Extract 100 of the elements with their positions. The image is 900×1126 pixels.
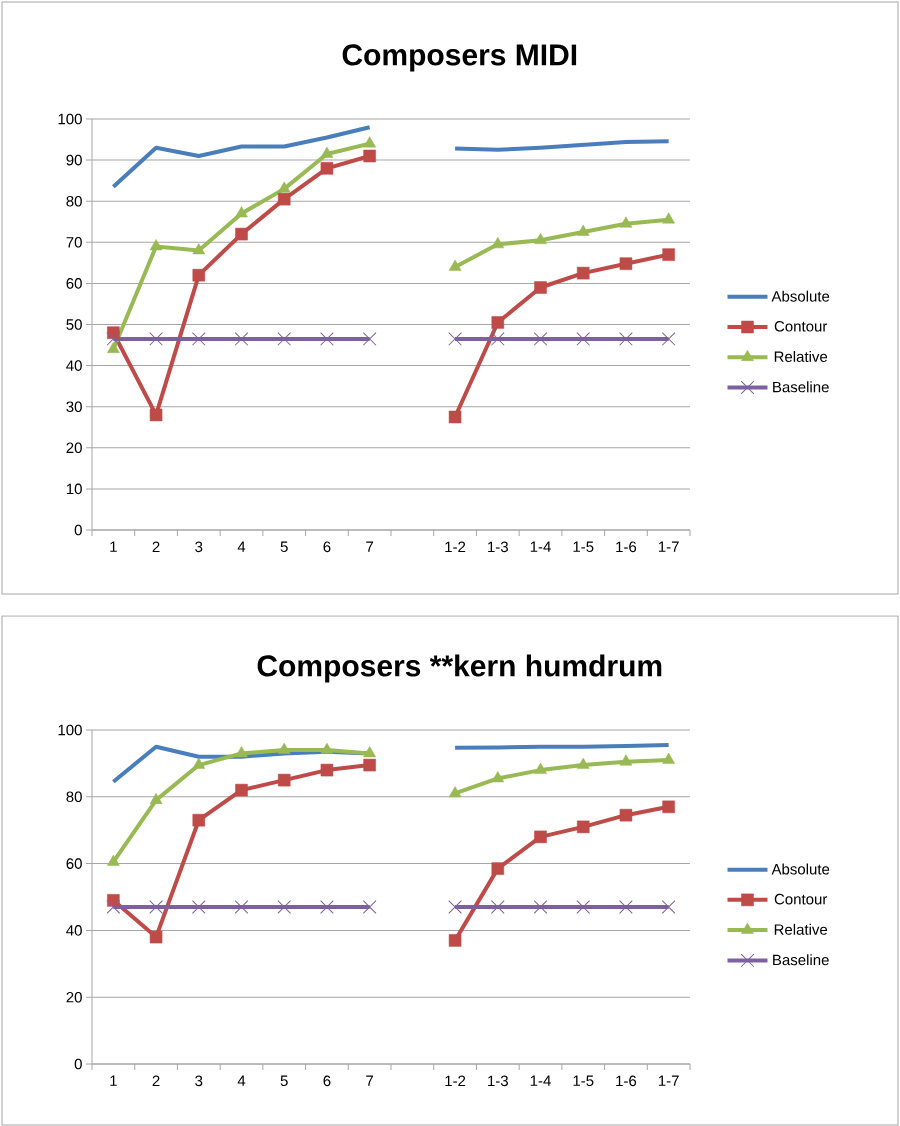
legend-label: Relative: [774, 350, 828, 362]
x-tick-label: 3: [195, 1075, 203, 1087]
point: [448, 900, 462, 914]
point: [448, 410, 462, 424]
point: [149, 930, 163, 944]
point: [491, 862, 505, 875]
point: [576, 900, 591, 914]
point: [106, 900, 121, 914]
y-tick-label: 10: [66, 483, 82, 495]
chart-title: Composers MIDI: [342, 44, 577, 72]
point: [235, 746, 248, 758]
x-tick-label: 3: [195, 541, 203, 553]
point: [534, 762, 547, 774]
point: [149, 239, 163, 251]
point: [277, 192, 291, 206]
legend-label: Relative: [774, 923, 828, 935]
point: [448, 786, 462, 798]
y-tick-label: 40: [66, 360, 82, 371]
point: [192, 268, 206, 282]
y-tick-label: 70: [66, 236, 82, 248]
point: [320, 146, 334, 158]
y-tick-label: 80: [66, 791, 82, 803]
x-tick-label: 4: [237, 1075, 246, 1086]
point: [534, 830, 547, 844]
point: [277, 773, 291, 787]
point: [448, 934, 462, 947]
y-tick-label: 40: [66, 925, 82, 936]
y-tick-label: 100: [58, 113, 82, 125]
legend-label: Contour: [774, 321, 828, 332]
point: [576, 266, 590, 280]
x-tick-label: 1: [110, 541, 117, 552]
legend-label: Contour: [774, 893, 828, 905]
x-tick-label: 1-6: [616, 1075, 637, 1087]
point: [534, 281, 547, 294]
x-tick-label: 6: [323, 541, 331, 553]
x-tick-label: 1-3: [488, 541, 508, 553]
point: [662, 752, 675, 764]
point: [277, 181, 291, 193]
point: [490, 900, 505, 914]
x-tick-label: 5: [280, 1075, 288, 1087]
legend-label: Absolute: [771, 290, 830, 302]
x-tick-label: 1-4: [530, 1075, 551, 1086]
point: [619, 900, 633, 914]
point: [362, 900, 377, 914]
y-tick-label: 30: [66, 401, 82, 413]
point: [320, 742, 334, 754]
point: [661, 900, 676, 914]
point: [235, 783, 248, 797]
x-tick-label: 1-5: [573, 541, 594, 552]
point: [363, 758, 376, 772]
x-tick-label: 2: [152, 1075, 160, 1087]
point: [619, 216, 633, 228]
point: [362, 332, 377, 346]
point: [149, 408, 163, 422]
point: [576, 224, 590, 236]
y-tick-label: 0: [74, 1058, 82, 1070]
x-tick-label: 4: [237, 541, 246, 552]
point: [662, 212, 675, 224]
y-tick-label: 80: [66, 195, 82, 207]
y-tick-label: 60: [66, 278, 82, 289]
point: [149, 332, 163, 346]
point: [192, 243, 206, 255]
point: [491, 316, 505, 329]
y-tick-label: 100: [58, 724, 82, 736]
point: [149, 900, 163, 914]
x-tick-label: 1-2: [445, 1075, 466, 1087]
point: [490, 332, 505, 346]
x-tick-label: 6: [323, 1075, 331, 1087]
x-tick-label: 7: [366, 1075, 374, 1086]
point: [191, 332, 206, 346]
point: [363, 136, 376, 148]
point: [576, 820, 590, 834]
point: [107, 854, 120, 866]
point: [619, 257, 633, 270]
x-tick-label: 1-7: [658, 541, 679, 552]
point: [491, 771, 505, 783]
chart-title: Composers **kern humdrum: [257, 654, 662, 683]
x-tick-label: 1-2: [445, 541, 466, 553]
x-tick-label: 2: [152, 541, 160, 553]
y-tick-label: 50: [66, 319, 82, 330]
point: [320, 162, 334, 175]
x-tick-label: 1-3: [488, 1075, 508, 1087]
x-tick-label: 7: [366, 541, 374, 552]
y-tick-label: 20: [66, 991, 82, 1003]
x-tick-label: 1: [110, 1075, 117, 1086]
point: [661, 332, 676, 346]
x-tick-label: 1-4: [530, 541, 551, 552]
point: [192, 757, 206, 769]
point: [149, 792, 163, 804]
point: [619, 754, 633, 766]
x-tick-label: 1-5: [573, 1075, 594, 1087]
point: [619, 808, 633, 822]
y-tick-label: 90: [66, 154, 82, 166]
point: [491, 237, 505, 249]
point: [277, 900, 292, 914]
point: [662, 800, 675, 814]
point: [320, 332, 334, 346]
point: [191, 900, 206, 914]
y-tick-label: 60: [66, 858, 82, 869]
x-tick-label: 5: [280, 541, 288, 552]
